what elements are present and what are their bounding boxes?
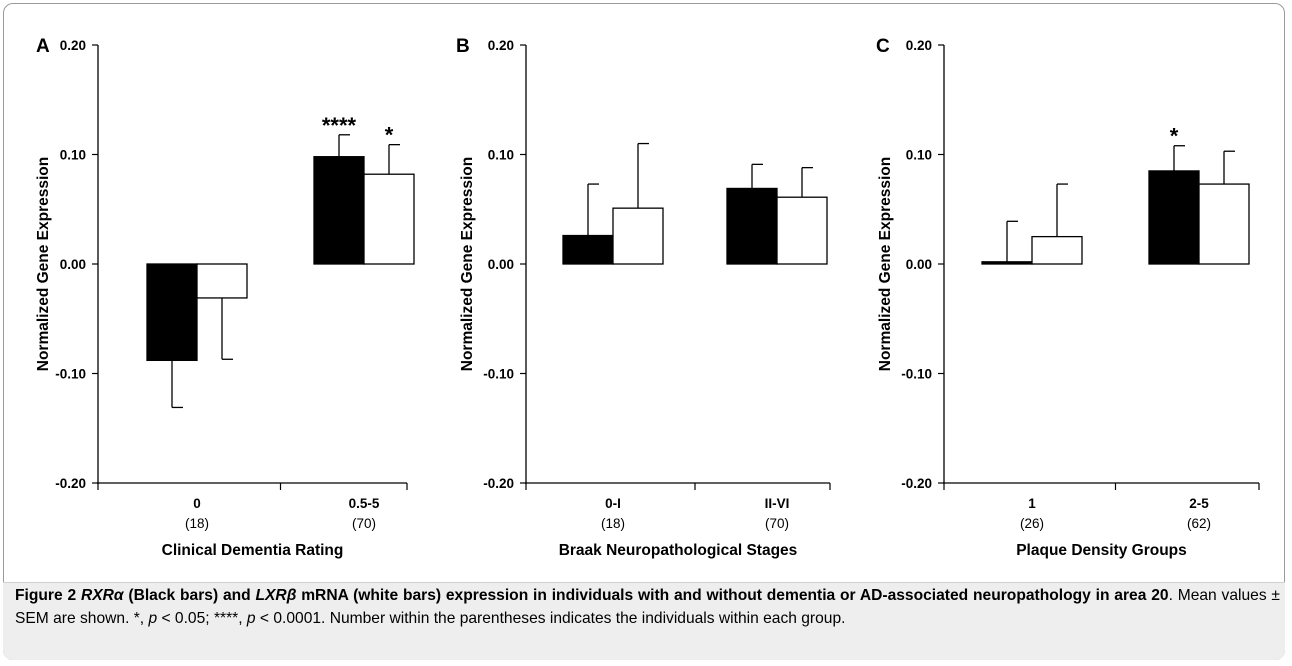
x-category-label: 0: [193, 496, 201, 511]
caption-p-symbol-2: p: [246, 610, 256, 627]
y-tick-label: 0.00: [60, 257, 86, 272]
caption-gene-lxrb: LXRβ: [255, 587, 297, 604]
bar: [146, 263, 198, 362]
bar: [726, 187, 778, 265]
significance-mark: ****: [322, 113, 357, 138]
x-category-count: (26): [1020, 516, 1044, 531]
chart-panel-b: B Normalized Gene Expression 0.20 0.10 0.00 -…: [456, 36, 831, 559]
panel-letter: B: [456, 36, 470, 57]
y-tick-label: 0.10: [60, 148, 86, 163]
bar: [981, 261, 1033, 265]
x-category-label: 0-I: [605, 496, 621, 511]
caption-gene-rxra: RXRα: [80, 587, 124, 604]
x-category-count: (18): [185, 516, 209, 531]
x-category-count: (70): [765, 516, 789, 531]
caption-background: [3, 582, 1285, 660]
figure-charts: A Normalized Gene Expression 0.20 0.10 0.00 -…: [35, 36, 1260, 559]
bar: [313, 156, 365, 265]
y-tick-label: -0.20: [55, 476, 86, 491]
panel-letter: C: [876, 36, 890, 57]
caption-body-part1: . Mean values ± SEM are shown. *,: [15, 587, 1280, 627]
x-axis-label: Braak Neuropathological Stages: [559, 542, 798, 559]
x-category-count: (62): [1187, 516, 1211, 531]
y-tick-label: 0.00: [488, 257, 514, 272]
x-category-label: II-VI: [765, 496, 790, 511]
y-tick-label: -0.20: [483, 476, 514, 491]
y-axis-label: Normalized Gene Expression: [459, 157, 476, 372]
significance-mark: *: [1170, 124, 1179, 149]
caption-title-part2: mRNA (white bars) expression in individu…: [296, 587, 1169, 604]
panel-letter: A: [36, 36, 50, 57]
y-tick-label: 0.10: [488, 148, 514, 163]
y-axis-label: Normalized Gene Expression: [877, 157, 894, 372]
x-category-count: (18): [601, 516, 625, 531]
figure-caption: Figure 2 RXRα (Black bars) and LXRβ mRNA…: [15, 584, 1280, 630]
y-tick-label: -0.10: [901, 367, 932, 382]
y-tick-label: -0.10: [483, 367, 514, 382]
y-tick-label: 0.00: [906, 257, 932, 272]
bar: [562, 234, 614, 265]
significance-mark: *: [385, 123, 394, 148]
bar: [776, 196, 828, 265]
x-category-label: 2-5: [1189, 496, 1209, 511]
bar: [612, 207, 664, 265]
y-axis-label: Normalized Gene Expression: [35, 157, 52, 372]
bar: [196, 263, 248, 299]
caption-figure-label: Figure 2: [15, 587, 77, 604]
caption-p-symbol-1: p: [148, 610, 158, 627]
bar: [1148, 170, 1200, 265]
y-tick-label: 0.20: [60, 38, 86, 53]
y-tick-label: 0.20: [906, 38, 932, 53]
bar: [1198, 183, 1250, 265]
caption-title-part1: (Black bars) and: [123, 587, 256, 604]
bar: [363, 173, 415, 265]
x-axis-label: Clinical Dementia Rating: [162, 542, 344, 559]
x-category-label: 1: [1028, 496, 1036, 511]
caption-body-part3: < 0.0001. Number within the parentheses …: [255, 610, 846, 627]
x-axis-label: Plaque Density Groups: [1016, 542, 1187, 559]
x-category-label: 0.5-5: [349, 496, 380, 511]
chart-panel-a: A Normalized Gene Expression 0.20 0.10 0.00 -…: [35, 36, 415, 559]
y-tick-label: 0.20: [488, 38, 514, 53]
x-category-count: (70): [352, 516, 376, 531]
y-tick-label: 0.10: [906, 148, 932, 163]
caption-body-part2: < 0.05; ****,: [157, 610, 247, 627]
y-tick-label: -0.20: [901, 476, 932, 491]
bar: [1031, 235, 1083, 265]
chart-panel-c: C Normalized Gene Expression 0.20 0.10 0.00 -…: [876, 36, 1260, 559]
y-tick-label: -0.10: [55, 367, 86, 382]
